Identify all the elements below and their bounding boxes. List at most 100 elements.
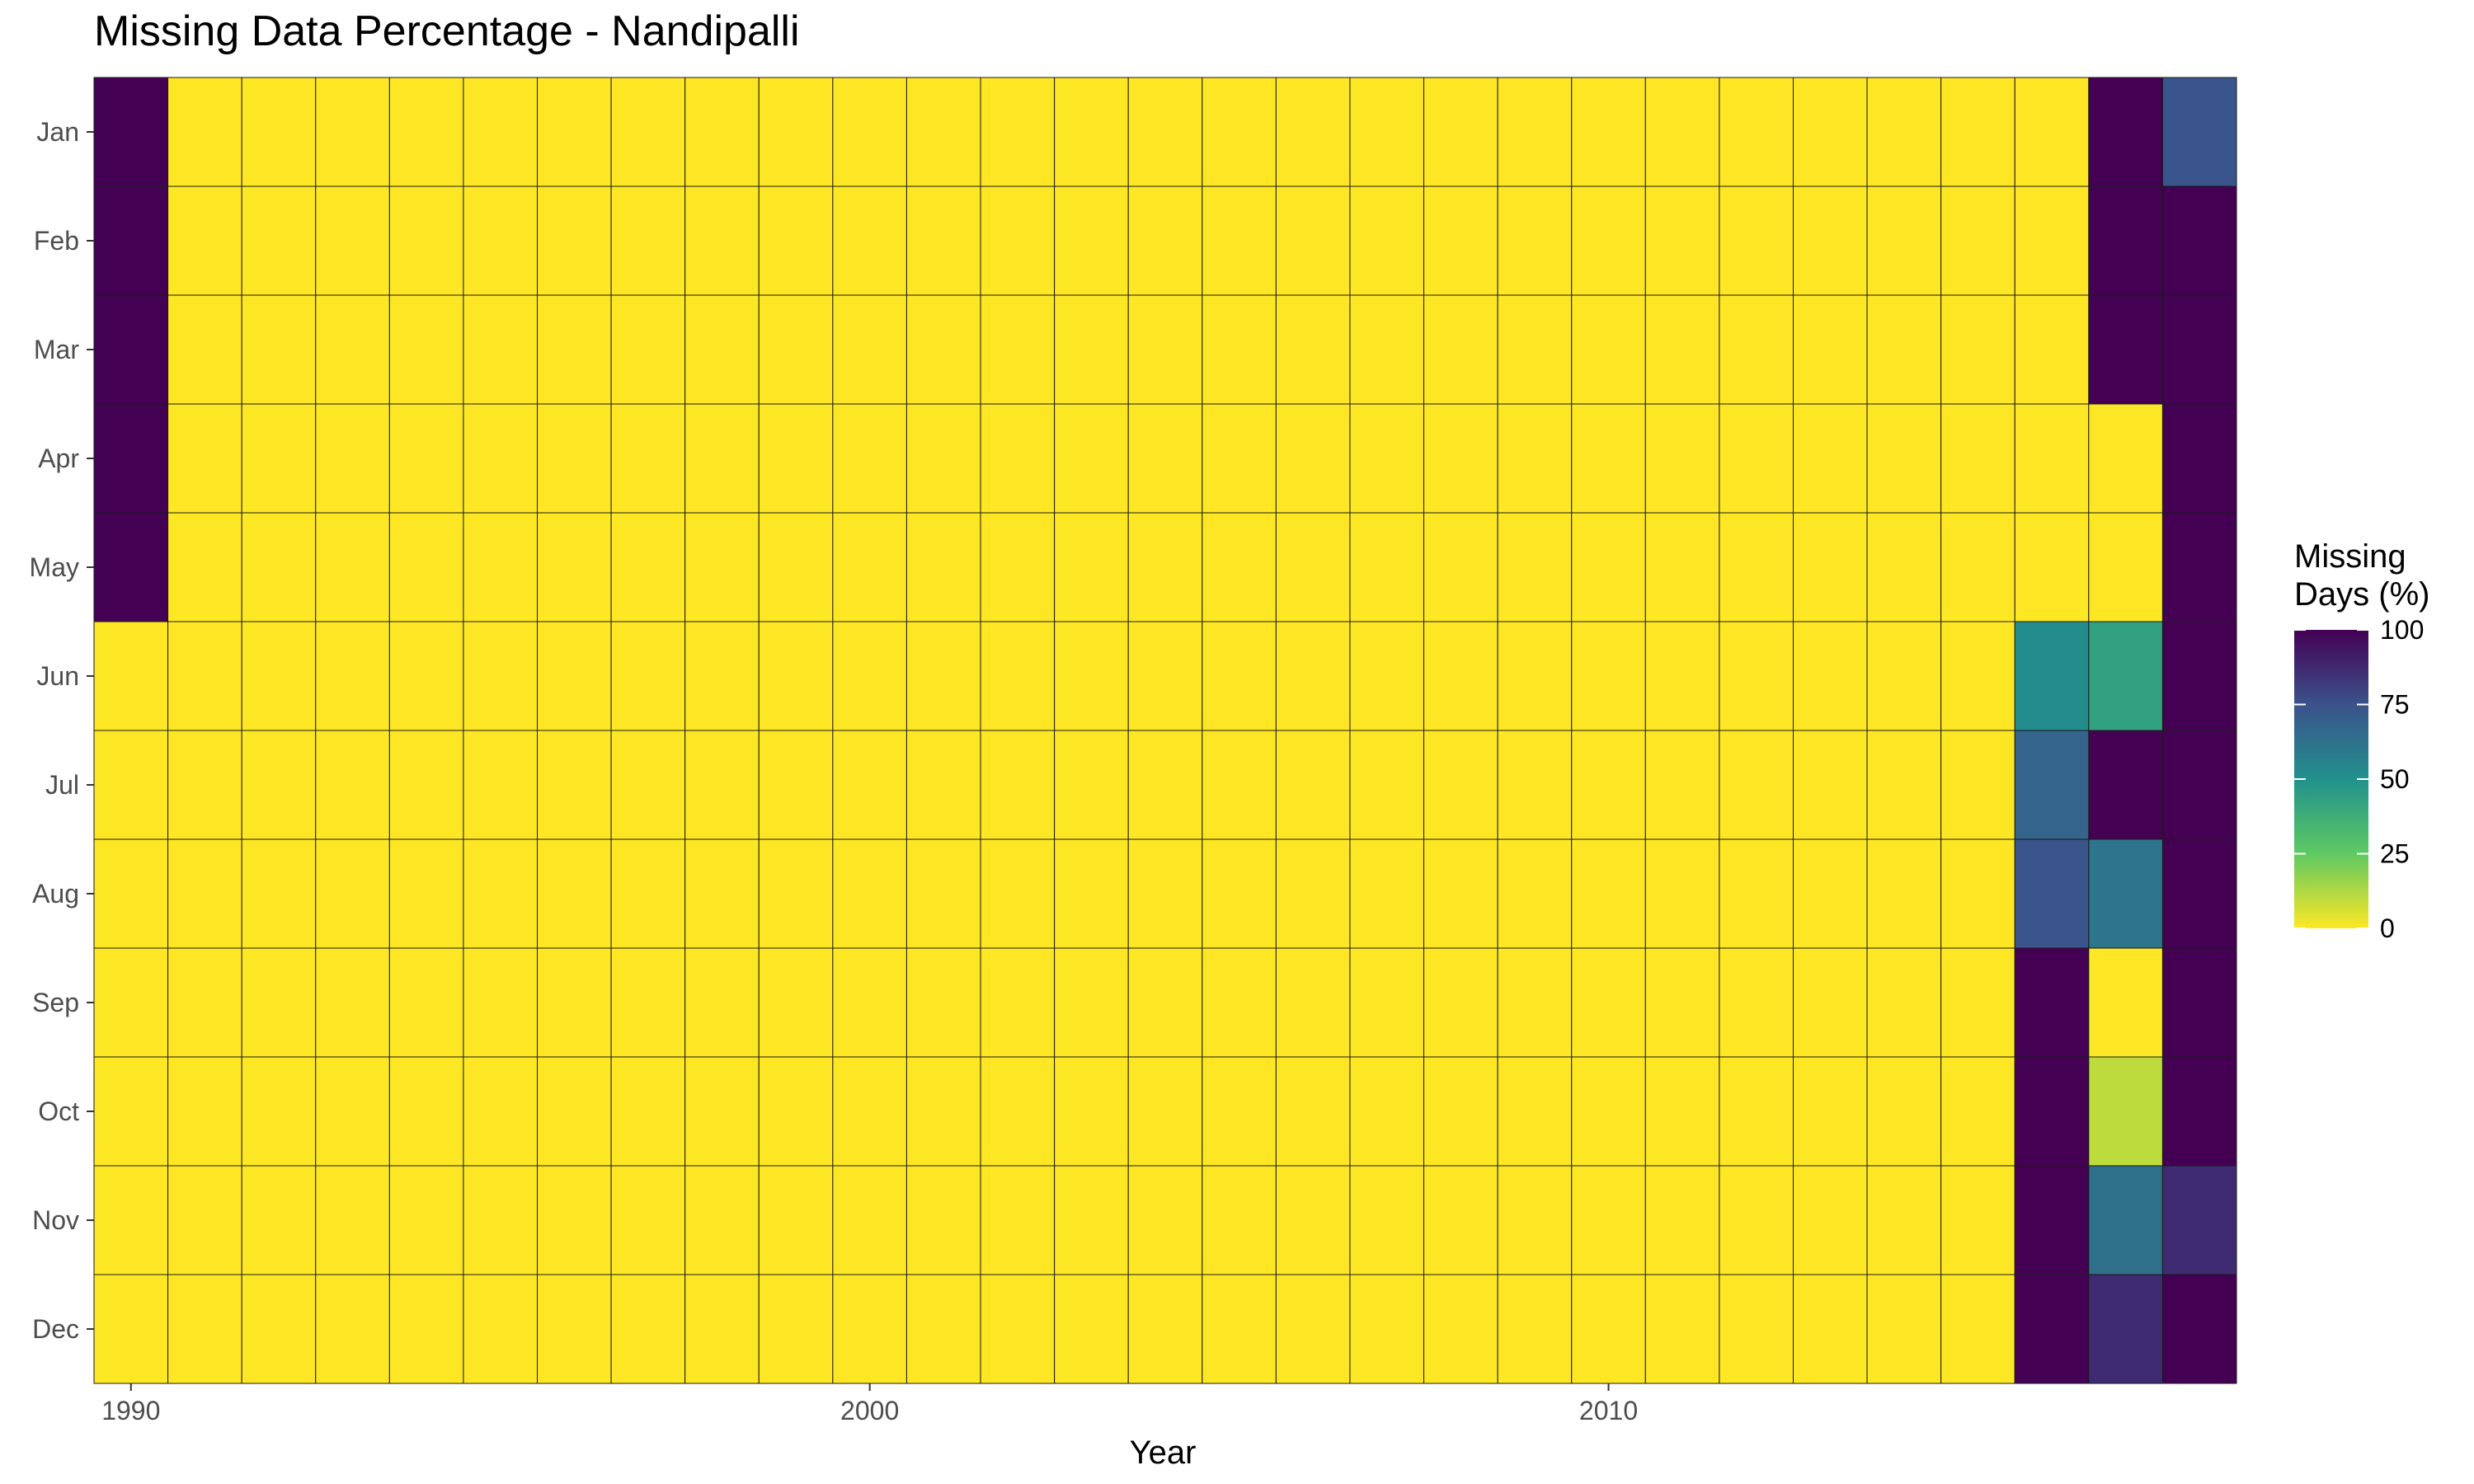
heatmap-cell (2161, 730, 2237, 840)
heatmap-cell (1127, 186, 1203, 296)
heatmap-cell (1423, 838, 1498, 949)
heatmap-cell (1571, 621, 1646, 731)
heatmap-cell (1644, 512, 1720, 622)
heatmap-cell (93, 1165, 169, 1275)
heatmap-cell (905, 1056, 981, 1167)
y-tick-label: Dec (32, 1314, 79, 1344)
heatmap-cell (1127, 403, 1203, 514)
heatmap-cell (684, 1274, 760, 1384)
heatmap-cell (2014, 621, 2090, 731)
heatmap-cell (684, 77, 760, 187)
heatmap-cell (684, 1165, 760, 1275)
heatmap-cell (1127, 1056, 1203, 1167)
y-tick-label: Apr (38, 444, 79, 473)
heatmap-cell (610, 403, 686, 514)
heatmap-cell (1423, 947, 1498, 1058)
heatmap-cell (905, 1165, 981, 1275)
heatmap-cell (758, 1165, 834, 1275)
x-tick-label: 2010 (1579, 1396, 1638, 1425)
heatmap-cell (388, 403, 464, 514)
heatmap-cell (167, 512, 242, 622)
heatmap-cell (1275, 512, 1351, 622)
heatmap-cell (905, 1274, 981, 1384)
heatmap-cell (1644, 403, 1720, 514)
heatmap-cell (315, 186, 390, 296)
heatmap-cell (1719, 512, 1794, 622)
heatmap-cell (684, 621, 760, 731)
heatmap-cell (832, 186, 907, 296)
heatmap-cell (463, 512, 539, 622)
heatmap-cell (1202, 947, 1277, 1058)
heatmap-cell (980, 1056, 1056, 1167)
heatmap-cell (463, 1165, 539, 1275)
heatmap-cell (1423, 1165, 1498, 1275)
heatmap-cell (463, 947, 539, 1058)
heatmap-cell (1940, 838, 2015, 949)
heatmap-cell (1202, 512, 1277, 622)
heatmap-cell (167, 730, 242, 840)
heatmap-cell (1866, 730, 1942, 840)
heatmap-cell (241, 838, 317, 949)
heatmap-cell (1571, 77, 1646, 187)
heatmap-cell (1497, 77, 1573, 187)
heatmap-cell (1792, 838, 1868, 949)
heatmap-cell (241, 947, 317, 1058)
heatmap-cell (1792, 294, 1868, 405)
heatmap-cell (980, 186, 1056, 296)
heatmap-cell (1792, 730, 1868, 840)
heatmap-cell (1202, 77, 1277, 187)
heatmap-cell (2088, 512, 2163, 622)
heatmap-cell (1571, 403, 1646, 514)
heatmap-cell (1202, 730, 1277, 840)
heatmap-cell (388, 77, 464, 187)
heatmap-cell (537, 1165, 612, 1275)
heatmap-cell (537, 947, 612, 1058)
heatmap-cell (758, 512, 834, 622)
heatmap-cell (388, 1056, 464, 1167)
heatmap-cell (2014, 77, 2090, 187)
heatmap-cell (167, 621, 242, 731)
heatmap-cell (610, 621, 686, 731)
heatmap-cell (1571, 1165, 1646, 1275)
legend-tick-label: 25 (2380, 839, 2410, 869)
heatmap-cell (93, 1056, 169, 1167)
heatmap-cell (1423, 512, 1498, 622)
heatmap-cell (1571, 512, 1646, 622)
heatmap-cell (167, 1274, 242, 1384)
heatmap-cell (2088, 947, 2163, 1058)
heatmap-cell (684, 1056, 760, 1167)
heatmap-cell (1275, 294, 1351, 405)
heatmap-cell (315, 1274, 390, 1384)
heatmap-cell (610, 838, 686, 949)
heatmap-cell (167, 1165, 242, 1275)
heatmap-cell (905, 294, 981, 405)
heatmap-cell (1275, 838, 1351, 949)
chart-title: Missing Data Percentage - Nandipalli (94, 7, 800, 55)
heatmap-cell (2161, 1056, 2237, 1167)
heatmap-cell (905, 838, 981, 949)
heatmap-cell (1349, 1165, 1425, 1275)
heatmap-cell (1349, 186, 1425, 296)
heatmap-cell (1349, 1056, 1425, 1167)
heatmap-cell (1349, 621, 1425, 731)
heatmap-cell (1866, 403, 1942, 514)
heatmap-cell (1423, 1274, 1498, 1384)
heatmap-cell (1719, 403, 1794, 514)
heatmap-cell (93, 947, 169, 1058)
heatmap-cell (1497, 1056, 1573, 1167)
heatmap-cell (1127, 947, 1203, 1058)
heatmap-cell (2014, 947, 2090, 1058)
heatmap-cell (832, 730, 907, 840)
heatmap-cell (1349, 838, 1425, 949)
heatmap-cell (463, 838, 539, 949)
heatmap-cell (2014, 186, 2090, 296)
heatmap-cell (1127, 621, 1203, 731)
heatmap-cell (537, 621, 612, 731)
heatmap-cell (388, 1165, 464, 1275)
heatmap-cell (1866, 1274, 1942, 1384)
heatmap-cell (1571, 838, 1646, 949)
y-tick-label: Oct (38, 1097, 79, 1126)
heatmap-cell (1940, 403, 2015, 514)
heatmap-cell (1275, 1165, 1351, 1275)
heatmap-cell (1423, 294, 1498, 405)
